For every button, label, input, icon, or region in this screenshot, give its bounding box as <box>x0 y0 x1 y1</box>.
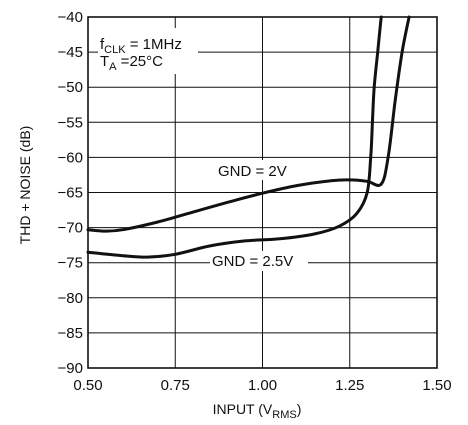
annotation-background <box>98 28 198 74</box>
y-tick-label: −55 <box>58 114 83 131</box>
x-tick-label: 1.50 <box>422 377 451 394</box>
x-axis-title: INPUT (VRMS) <box>213 401 302 421</box>
fclk-rest: = 1MHz <box>126 36 182 53</box>
x-axis-title-end: ) <box>297 401 302 417</box>
x-tick-label: 0.75 <box>161 377 190 394</box>
x-axis-title-main: INPUT (V <box>213 401 273 417</box>
y-tick-label: −60 <box>58 149 83 166</box>
y-tick-label: −65 <box>58 185 83 202</box>
series-label-gnd-2-5v: GND = 2.5V <box>212 253 293 270</box>
x-tick-label: 1.00 <box>248 377 277 394</box>
series-label-bg-2-5v <box>210 251 308 271</box>
y-tick-label: −40 <box>58 9 83 26</box>
y-tick-label: −90 <box>58 360 83 377</box>
series-label-gnd-2v: GND = 2V <box>218 163 287 180</box>
y-tick-label: −80 <box>58 290 83 307</box>
series-line-gnd-2v <box>86 15 411 233</box>
x-tick-labels: 0.50 0.75 1.00 1.25 1.50 <box>73 377 451 394</box>
curves <box>86 15 411 259</box>
x-axis-title-sub: RMS <box>272 409 296 421</box>
ta-annotation: TA =25°C <box>100 53 163 73</box>
series-line-gnd-2-5v <box>86 15 383 259</box>
fclk-main: f <box>100 36 105 53</box>
ta-main: T <box>100 53 109 70</box>
series-label-bg-2v <box>214 160 296 180</box>
y-tick-labels: −40 −45 −50 −55 −60 −65 −70 −75 −80 −85 −90 <box>58 9 83 377</box>
x-tick-label: 0.50 <box>73 377 102 394</box>
plot-frame <box>87 16 438 369</box>
y-tick-label: −50 <box>58 79 83 96</box>
y-tick-label: −75 <box>58 255 83 272</box>
y-tick-label: −70 <box>58 220 83 237</box>
x-tick-label: 1.25 <box>335 377 364 394</box>
y-axis-title: THD + NOISE (dB) <box>17 126 33 245</box>
fclk-annotation: fCLK = 1MHz <box>100 36 182 56</box>
y-tick-label: −45 <box>58 44 83 61</box>
ta-rest: =25°C <box>117 53 164 70</box>
ta-sub: A <box>109 61 117 73</box>
fclk-sub: CLK <box>104 44 126 56</box>
y-tick-label: −85 <box>58 325 83 342</box>
